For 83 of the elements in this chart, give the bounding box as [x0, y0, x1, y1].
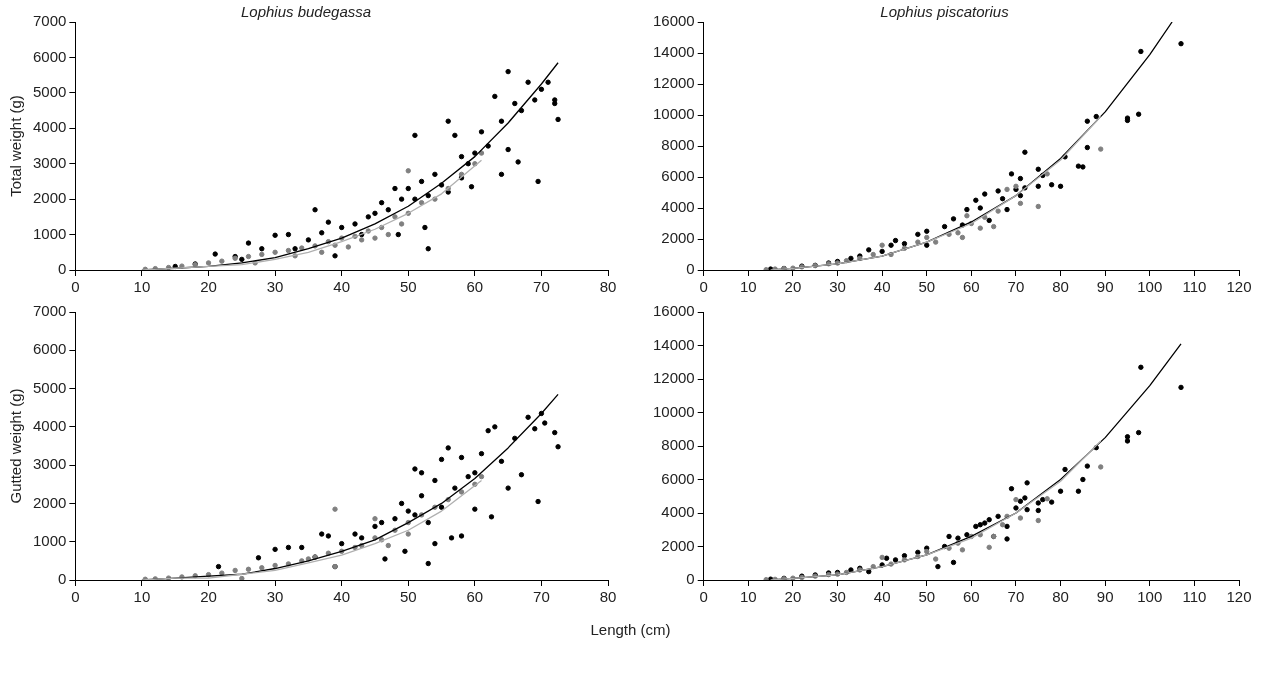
- y-axis-title: Total weight (g): [7, 95, 25, 197]
- y-tick-label: 6000: [32, 47, 67, 65]
- y-tick-label: 10000: [652, 402, 695, 420]
- y-tick-label: 10000: [652, 105, 695, 123]
- y-tick-label: 4000: [661, 503, 695, 521]
- x-tick-label: 70: [533, 278, 550, 296]
- x-tick-label: 50: [399, 588, 417, 606]
- y-tick-label: 2000: [661, 229, 695, 247]
- x-tick-label: 0: [699, 588, 708, 606]
- y-tick-label: 0: [686, 260, 695, 278]
- x-tick-label: 20: [784, 278, 802, 296]
- x-tick-label: 40: [873, 278, 891, 296]
- y-tick-label: 0: [686, 570, 695, 588]
- x-tick-label: 10: [133, 278, 151, 296]
- y-tick-label: 3000: [32, 455, 67, 473]
- x-tick-label: 80: [599, 278, 617, 296]
- x-tick-label: 100: [1137, 588, 1163, 606]
- x-tick-label: 0: [71, 278, 80, 296]
- y-tick-label: 5000: [32, 378, 67, 396]
- x-tick-label: 50: [399, 278, 417, 296]
- y-tick-label: 5000: [32, 83, 67, 100]
- x-tick-label: 90: [1096, 588, 1114, 606]
- y-tick-label: 14000: [652, 335, 695, 353]
- y-tick-label: 2000: [32, 189, 67, 207]
- x-tick-label: 10: [133, 588, 151, 606]
- x-tick-label: 70: [533, 588, 550, 606]
- x-tick-label: 60: [466, 588, 484, 606]
- y-tick-label: 4000: [32, 417, 67, 434]
- y-tick-label: 14000: [652, 43, 695, 61]
- chart-title: Lophius budegassa: [240, 3, 372, 21]
- x-tick-label: 10: [739, 278, 757, 296]
- x-tick-label: 80: [1052, 588, 1069, 606]
- x-tick-label: 60: [963, 278, 980, 296]
- x-tick-label: 50: [918, 278, 936, 296]
- x-tick-label: 110: [1182, 278, 1207, 296]
- y-tick-label: 6000: [661, 167, 695, 185]
- y-tick-label: 4000: [32, 118, 67, 136]
- x-tick-label: 100: [1137, 278, 1163, 296]
- x-tick-label: 120: [1226, 588, 1252, 606]
- x-tick-label: 30: [829, 588, 846, 606]
- y-tick-label: 8000: [661, 436, 695, 454]
- y-tick-label: 6000: [661, 469, 695, 487]
- y-tick-label: 0: [58, 260, 67, 278]
- x-tick-label: 90: [1096, 278, 1114, 296]
- y-tick-label: 4000: [661, 198, 695, 216]
- x-tick-label: 70: [1007, 278, 1025, 296]
- y-tick-label: 16000: [652, 302, 695, 320]
- x-tick-label: 40: [333, 588, 351, 606]
- y-tick-label: 2000: [661, 536, 695, 554]
- chart-title: Lophius piscatorius: [880, 3, 1010, 21]
- x-tick-label: 80: [1052, 278, 1069, 296]
- y-tick-label: 7000: [32, 302, 67, 320]
- x-tick-label: 20: [200, 278, 217, 296]
- x-tick-label: 20: [784, 588, 802, 606]
- x-tick-label: 120: [1226, 278, 1252, 296]
- y-tick-label: 6000: [32, 340, 67, 358]
- x-axis-title: Length (cm): [589, 620, 672, 640]
- x-tick-label: 60: [466, 278, 484, 296]
- x-tick-label: 60: [963, 588, 980, 606]
- y-tick-label: 12000: [652, 74, 695, 92]
- y-tick-label: 7000: [32, 12, 67, 30]
- x-tick-label: 70: [1007, 588, 1025, 606]
- y-tick-label: 8000: [661, 136, 695, 154]
- x-tick-label: 10: [739, 588, 757, 606]
- y-tick-label: 1000: [32, 531, 67, 549]
- y-tick-label: 1000: [32, 224, 67, 242]
- x-tick-label: 50: [918, 588, 936, 606]
- y-tick-label: 16000: [652, 12, 695, 30]
- x-tick-label: 80: [599, 588, 617, 606]
- y-tick-label: 2000: [32, 493, 67, 511]
- y-axis-title: Gutted weight (g): [7, 388, 25, 504]
- x-tick-label: 110: [1182, 588, 1207, 606]
- x-tick-label: 30: [829, 278, 846, 296]
- x-tick-label: 30: [266, 278, 284, 296]
- x-tick-label: 40: [333, 278, 351, 296]
- y-tick-label: 12000: [652, 369, 695, 387]
- x-tick-label: 20: [200, 588, 217, 606]
- y-tick-label: 3000: [32, 153, 67, 171]
- x-tick-label: 30: [266, 588, 284, 606]
- x-tick-label: 0: [699, 278, 708, 296]
- x-tick-label: 40: [873, 588, 891, 606]
- y-tick-label: 0: [58, 570, 67, 588]
- x-tick-label: 0: [71, 588, 80, 606]
